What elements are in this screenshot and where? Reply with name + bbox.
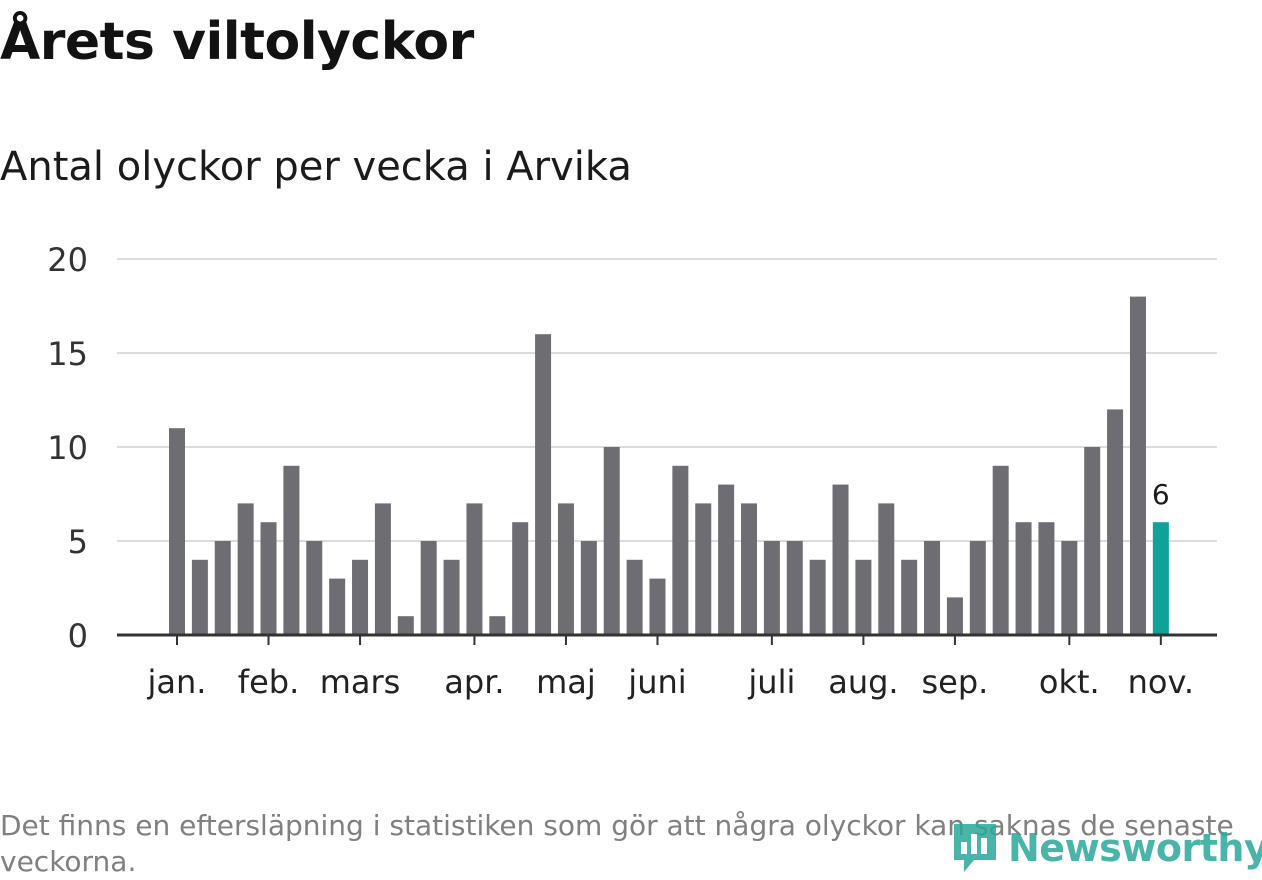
bar bbox=[466, 503, 483, 635]
bar bbox=[786, 541, 803, 635]
gridlines bbox=[117, 258, 1217, 542]
y-tick-label: 0 bbox=[68, 617, 88, 655]
bars bbox=[169, 296, 1169, 635]
x-tick-label: juli bbox=[747, 663, 795, 701]
bar bbox=[1015, 522, 1032, 635]
x-tick-label: apr. bbox=[444, 663, 504, 701]
brand-name: Newsworthy bbox=[1008, 826, 1262, 870]
bar bbox=[306, 541, 323, 635]
bar bbox=[649, 578, 666, 635]
bar bbox=[374, 503, 391, 635]
y-tick-label: 20 bbox=[47, 241, 88, 279]
bar bbox=[420, 541, 437, 635]
bar bbox=[283, 465, 300, 635]
footnote: Det finns en eftersläpning i statistiken… bbox=[0, 809, 1234, 878]
x-tick-label: mars bbox=[320, 663, 401, 701]
bar bbox=[946, 597, 963, 635]
bar bbox=[1061, 541, 1078, 635]
x-axis-ticks: jan. feb. mars apr. maj juni juli aug. sep. okt. n… bbox=[147, 635, 1194, 701]
y-tick-label: 5 bbox=[68, 523, 88, 561]
bar bbox=[512, 522, 529, 635]
y-tick-label: 10 bbox=[47, 429, 88, 467]
bar bbox=[489, 616, 506, 635]
x-tick-label: nov. bbox=[1128, 663, 1194, 701]
bar bbox=[169, 428, 185, 635]
bar bbox=[1107, 409, 1124, 635]
bar bbox=[580, 541, 597, 635]
bar bbox=[626, 559, 643, 635]
bar bbox=[878, 503, 895, 635]
x-tick-label: sep. bbox=[921, 663, 988, 701]
x-tick-label: maj bbox=[536, 663, 596, 701]
data-labels: 6 bbox=[1152, 478, 1170, 511]
bar bbox=[855, 559, 872, 635]
bar bbox=[329, 578, 346, 635]
x-tick-label: feb. bbox=[238, 663, 299, 701]
bar bbox=[214, 541, 231, 635]
bar bbox=[924, 541, 941, 635]
bar bbox=[237, 503, 254, 635]
chart-title: Årets viltolyckor bbox=[0, 12, 474, 72]
bar bbox=[1129, 296, 1146, 635]
bar bbox=[1038, 522, 1055, 635]
x-tick-label: juni bbox=[627, 663, 686, 701]
bar bbox=[901, 559, 918, 635]
x-tick-label: jan. bbox=[147, 663, 207, 701]
bar bbox=[741, 503, 757, 635]
bar bbox=[397, 616, 414, 635]
bar-highlight bbox=[1152, 522, 1169, 635]
bar bbox=[352, 559, 369, 635]
y-axis-ticks: 0 5 10 15 20 bbox=[47, 241, 88, 655]
bar bbox=[809, 559, 826, 635]
bar bbox=[260, 522, 277, 635]
bar bbox=[763, 541, 780, 635]
bar bbox=[832, 484, 849, 635]
bar bbox=[992, 465, 1009, 635]
bar bbox=[969, 541, 986, 635]
bar bbox=[718, 484, 735, 635]
chart-subtitle: Antal olyckor per vecka i Arvika bbox=[0, 144, 632, 190]
y-tick-label: 15 bbox=[47, 335, 88, 373]
bar bbox=[672, 465, 689, 635]
x-tick-label: okt. bbox=[1039, 663, 1100, 701]
bar bbox=[603, 447, 620, 635]
bar bbox=[695, 503, 712, 635]
data-label-latest: 6 bbox=[1152, 478, 1170, 511]
bar-chart: 0 5 10 15 20 jan. feb. mars apr. maj juni juli aug.… bbox=[47, 241, 1217, 701]
bar bbox=[557, 503, 574, 635]
brand-logo: Newsworthy bbox=[950, 818, 1262, 878]
bar bbox=[1084, 447, 1101, 635]
bar bbox=[443, 559, 460, 635]
x-tick-label: aug. bbox=[828, 663, 898, 701]
newsworthy-logo-icon bbox=[954, 824, 996, 872]
bar bbox=[535, 334, 552, 635]
bar bbox=[191, 559, 208, 635]
